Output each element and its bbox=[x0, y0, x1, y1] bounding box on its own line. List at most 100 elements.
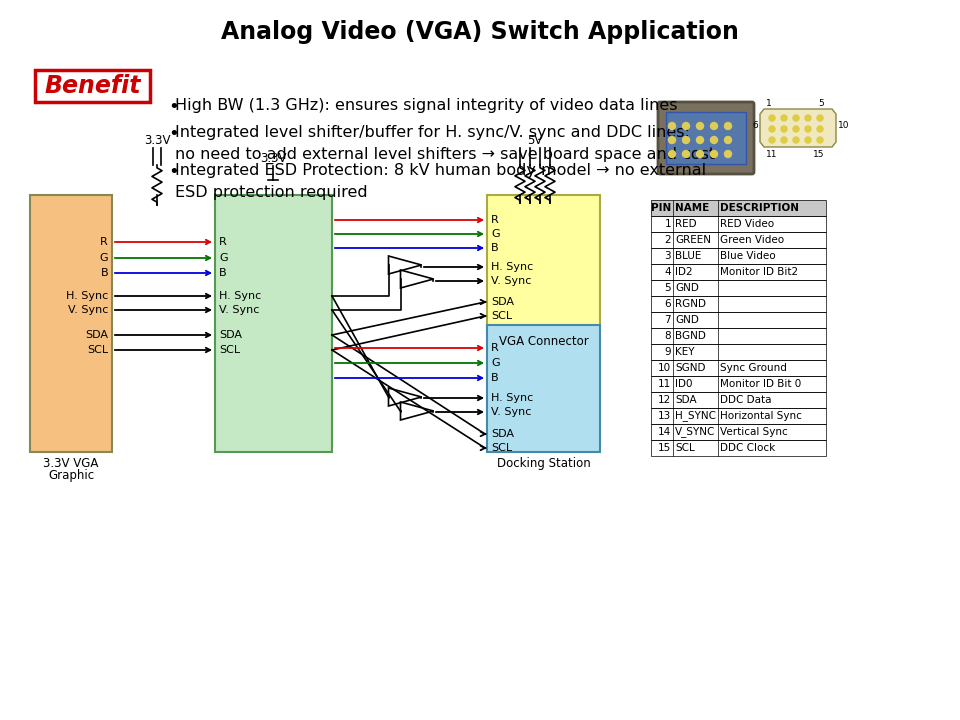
Bar bbox=[651, 344, 826, 360]
Bar bbox=[30, 195, 112, 452]
Text: ID2: ID2 bbox=[675, 267, 692, 277]
Text: 13: 13 bbox=[658, 411, 671, 421]
Text: RED: RED bbox=[675, 219, 697, 229]
Text: 11: 11 bbox=[766, 150, 778, 159]
Text: B: B bbox=[101, 268, 108, 278]
Text: B: B bbox=[219, 268, 227, 278]
Bar bbox=[651, 312, 826, 328]
Text: R: R bbox=[491, 215, 499, 225]
Bar bbox=[651, 248, 826, 264]
Circle shape bbox=[668, 122, 676, 130]
Text: DESCRIPTION: DESCRIPTION bbox=[720, 203, 799, 213]
Circle shape bbox=[683, 150, 689, 158]
Polygon shape bbox=[760, 109, 836, 147]
Bar bbox=[651, 424, 826, 440]
Circle shape bbox=[710, 150, 717, 158]
Text: BGND: BGND bbox=[675, 331, 706, 341]
Text: H_SYNC: H_SYNC bbox=[675, 410, 716, 421]
Bar bbox=[651, 280, 826, 296]
Text: •: • bbox=[168, 125, 179, 143]
Circle shape bbox=[817, 126, 823, 132]
Text: Horizontal Sync: Horizontal Sync bbox=[720, 411, 802, 421]
Circle shape bbox=[781, 137, 787, 143]
Bar bbox=[651, 408, 826, 424]
Text: 9: 9 bbox=[664, 347, 671, 357]
Circle shape bbox=[793, 115, 799, 121]
Text: V. Sync: V. Sync bbox=[491, 407, 532, 417]
Circle shape bbox=[668, 137, 676, 143]
Text: 10: 10 bbox=[658, 363, 671, 373]
Bar bbox=[651, 200, 826, 216]
Circle shape bbox=[805, 115, 811, 121]
Circle shape bbox=[817, 115, 823, 121]
Text: BLUE: BLUE bbox=[675, 251, 702, 261]
Text: VGA Connector: VGA Connector bbox=[498, 335, 588, 348]
Circle shape bbox=[710, 137, 717, 143]
Text: SCL: SCL bbox=[491, 311, 512, 321]
Text: 7: 7 bbox=[664, 315, 671, 325]
FancyBboxPatch shape bbox=[658, 102, 754, 174]
Text: 5: 5 bbox=[664, 283, 671, 293]
Text: SGND: SGND bbox=[675, 363, 706, 373]
Text: Vertical Sync: Vertical Sync bbox=[720, 427, 788, 437]
Text: ID0: ID0 bbox=[675, 379, 692, 389]
Text: V_SYNC: V_SYNC bbox=[675, 426, 715, 438]
Text: 6: 6 bbox=[664, 299, 671, 309]
Text: GND: GND bbox=[675, 283, 699, 293]
Circle shape bbox=[793, 137, 799, 143]
Text: NAME: NAME bbox=[675, 203, 709, 213]
Bar bbox=[651, 328, 826, 344]
Circle shape bbox=[683, 137, 689, 143]
Circle shape bbox=[769, 126, 775, 132]
Text: B: B bbox=[491, 243, 498, 253]
Circle shape bbox=[769, 115, 775, 121]
Text: •: • bbox=[168, 163, 179, 181]
Text: Analog Video (VGA) Switch Application: Analog Video (VGA) Switch Application bbox=[221, 20, 739, 44]
Bar bbox=[487, 325, 600, 452]
Bar bbox=[651, 376, 826, 392]
Circle shape bbox=[697, 122, 704, 130]
Text: SCL: SCL bbox=[219, 345, 240, 355]
Text: H. Sync: H. Sync bbox=[219, 291, 261, 301]
Text: DDC Data: DDC Data bbox=[720, 395, 772, 405]
Text: Monitor ID Bit2: Monitor ID Bit2 bbox=[720, 267, 798, 277]
Text: SCL: SCL bbox=[491, 443, 512, 453]
Bar bbox=[651, 392, 826, 408]
Circle shape bbox=[710, 122, 717, 130]
Text: 12: 12 bbox=[658, 395, 671, 405]
Text: SCL: SCL bbox=[86, 345, 108, 355]
Text: DDC Clock: DDC Clock bbox=[720, 443, 776, 453]
Text: 2: 2 bbox=[664, 235, 671, 245]
Text: SDA: SDA bbox=[85, 330, 108, 340]
Text: Docking Station: Docking Station bbox=[496, 457, 590, 470]
Text: SDA: SDA bbox=[219, 330, 242, 340]
Text: Green Video: Green Video bbox=[720, 235, 784, 245]
Text: 5: 5 bbox=[818, 99, 824, 108]
Bar bbox=[487, 195, 600, 330]
Bar bbox=[651, 264, 826, 280]
Text: R: R bbox=[491, 343, 499, 353]
Bar bbox=[651, 360, 826, 376]
Text: Graphic: Graphic bbox=[48, 469, 94, 482]
Text: H. Sync: H. Sync bbox=[491, 262, 533, 272]
Circle shape bbox=[793, 126, 799, 132]
Text: SCL: SCL bbox=[675, 443, 695, 453]
Text: GREEN: GREEN bbox=[675, 235, 711, 245]
Text: 5V: 5V bbox=[527, 134, 542, 147]
Circle shape bbox=[781, 115, 787, 121]
Text: Benefit: Benefit bbox=[44, 74, 141, 98]
Text: Blue Video: Blue Video bbox=[720, 251, 776, 261]
Text: V. Sync: V. Sync bbox=[219, 305, 259, 315]
Text: 3.3V: 3.3V bbox=[260, 152, 286, 165]
Text: V. Sync: V. Sync bbox=[67, 305, 108, 315]
Text: G: G bbox=[100, 253, 108, 263]
Circle shape bbox=[805, 137, 811, 143]
Text: Integrated level shifter/buffer for H. sync/V. sync and DDC lines:
no need to ad: Integrated level shifter/buffer for H. s… bbox=[175, 125, 715, 162]
Circle shape bbox=[725, 137, 732, 143]
Text: 11: 11 bbox=[658, 379, 671, 389]
Text: RED Video: RED Video bbox=[720, 219, 774, 229]
Bar bbox=[651, 200, 826, 216]
Bar bbox=[666, 112, 746, 164]
Text: KEY: KEY bbox=[675, 347, 694, 357]
Text: 10: 10 bbox=[838, 122, 850, 130]
